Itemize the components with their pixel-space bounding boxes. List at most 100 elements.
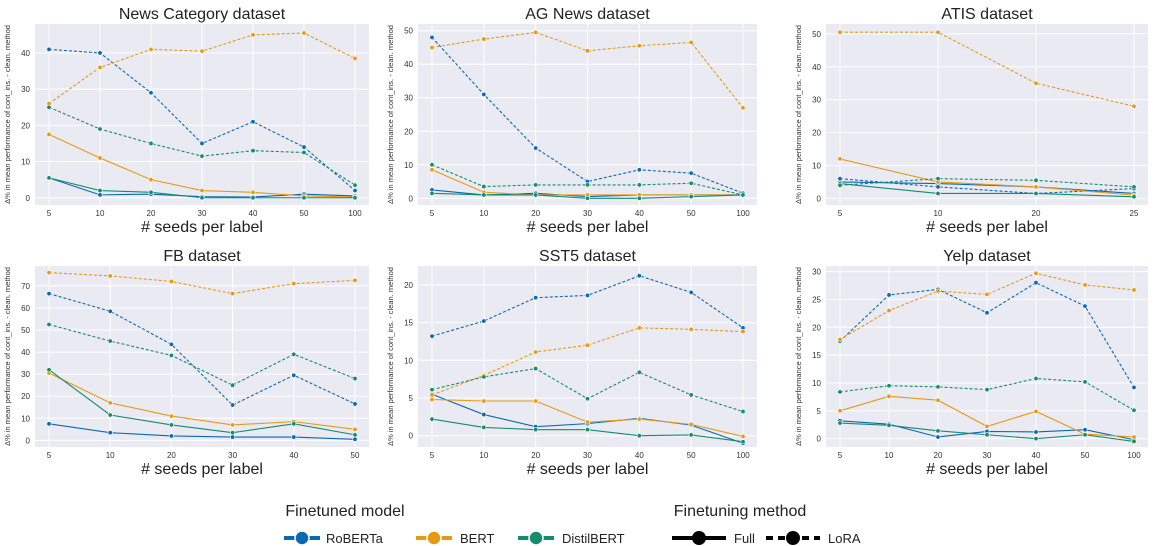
data-point [429,34,435,40]
data-point [97,50,103,56]
legend-marker-roberta [294,530,310,546]
data-point [837,420,843,426]
data-point [230,382,236,388]
data-point [230,402,236,408]
data-point [481,424,487,430]
data-point [301,144,307,150]
x-tick-label: 40 [635,209,644,218]
data-point [46,291,52,297]
y-axis-label: Δ% in mean performance of cont_ins. - cl… [386,267,395,446]
data-point [481,184,487,190]
y-tick-label: 20 [21,121,30,130]
y-tick-label: 50 [21,326,30,335]
data-point [740,192,746,198]
data-point [1033,429,1039,435]
y-axis-label: Δ% in mean performance of cont_ins. - cl… [3,25,12,204]
data-point [199,195,205,201]
y-tick-label: 0 [409,432,414,441]
data-point [688,194,694,200]
data-point [1033,436,1039,442]
data-point [886,308,892,314]
y-tick-label: 0 [409,194,414,203]
data-point [740,433,746,439]
y-tick-label: 30 [812,96,821,105]
data-point [1033,375,1039,381]
data-point [291,281,297,287]
legend-item-bert: BERT [416,530,494,546]
x-axis-label: # seeds per label [141,219,263,236]
data-point [291,372,297,378]
data-point [533,295,539,301]
data-point [636,369,642,375]
data-point [935,428,941,434]
data-point [837,156,843,162]
data-point [46,270,52,276]
data-point [230,422,236,428]
data-point [837,176,843,182]
data-point [199,48,205,54]
data-point [250,148,256,154]
data-point [533,366,539,372]
x-tick-label: 25 [1130,209,1139,218]
series-bert-full-line [48,372,356,430]
data-point [740,409,746,415]
y-tick-label: 50 [812,30,821,39]
data-point [46,367,52,373]
data-point [168,422,174,428]
series-distilbert-full [46,175,358,201]
data-point [429,396,435,402]
series-roberta-lora [46,46,358,194]
x-tick-label: 5 [838,451,843,460]
data-point [636,416,642,422]
data-point [352,432,358,438]
series-bert-full-line [839,158,1135,196]
x-tick-label: 50 [1081,451,1090,460]
data-point [46,46,52,52]
data-point [886,422,892,428]
series-distilbert-lora-line [48,323,356,386]
legend-marker-lora [786,531,800,545]
data-point [1131,384,1137,390]
data-point [935,190,941,196]
series-bert-lora-line [48,272,356,295]
series-roberta-full-line [839,181,1135,195]
legend-label-bert: BERT [460,531,494,546]
data-point [46,421,52,427]
data-point [107,308,113,314]
data-point [1082,282,1088,288]
data-point [935,184,941,190]
data-point [97,126,103,132]
panel-title: FB dataset [163,248,241,265]
series-distilbert-lora-line [839,178,1135,188]
x-tick-label: 20 [531,209,540,218]
data-point [935,384,941,390]
legend-method-title: Finetuning method [674,503,807,520]
y-tick-label: 10 [21,158,30,167]
data-point [429,333,435,339]
data-point [1131,287,1137,293]
y-tick-label: 15 [404,319,413,328]
data-point [481,36,487,42]
panel-title: SST5 dataset [539,248,637,265]
x-tick-label: 50 [300,209,309,218]
data-point [636,273,642,279]
data-point [740,105,746,111]
x-tick-label: 50 [351,451,360,460]
x-tick-label: 50 [687,209,696,218]
data-point [636,43,642,49]
series-roberta-lora [429,273,746,339]
series-bert-lora [837,270,1137,343]
data-point [533,29,539,35]
x-tick-label: 100 [736,451,750,460]
data-point [46,321,52,327]
panel-yelp-dataset: 0 5 10 15 20 25 30 5 10 20 30 40 50 100 Yelp dataset # … [794,248,1148,478]
data-point [1131,434,1137,440]
data-point [886,393,892,399]
x-tick-label: 5 [430,451,435,460]
data-point [291,434,297,440]
y-tick-label: 30 [21,370,30,379]
x-axis-label: # seeds per label [141,461,263,478]
x-axis-label: # seeds per label [926,461,1048,478]
x-tick-label: 5 [838,209,843,218]
data-point [984,432,990,438]
